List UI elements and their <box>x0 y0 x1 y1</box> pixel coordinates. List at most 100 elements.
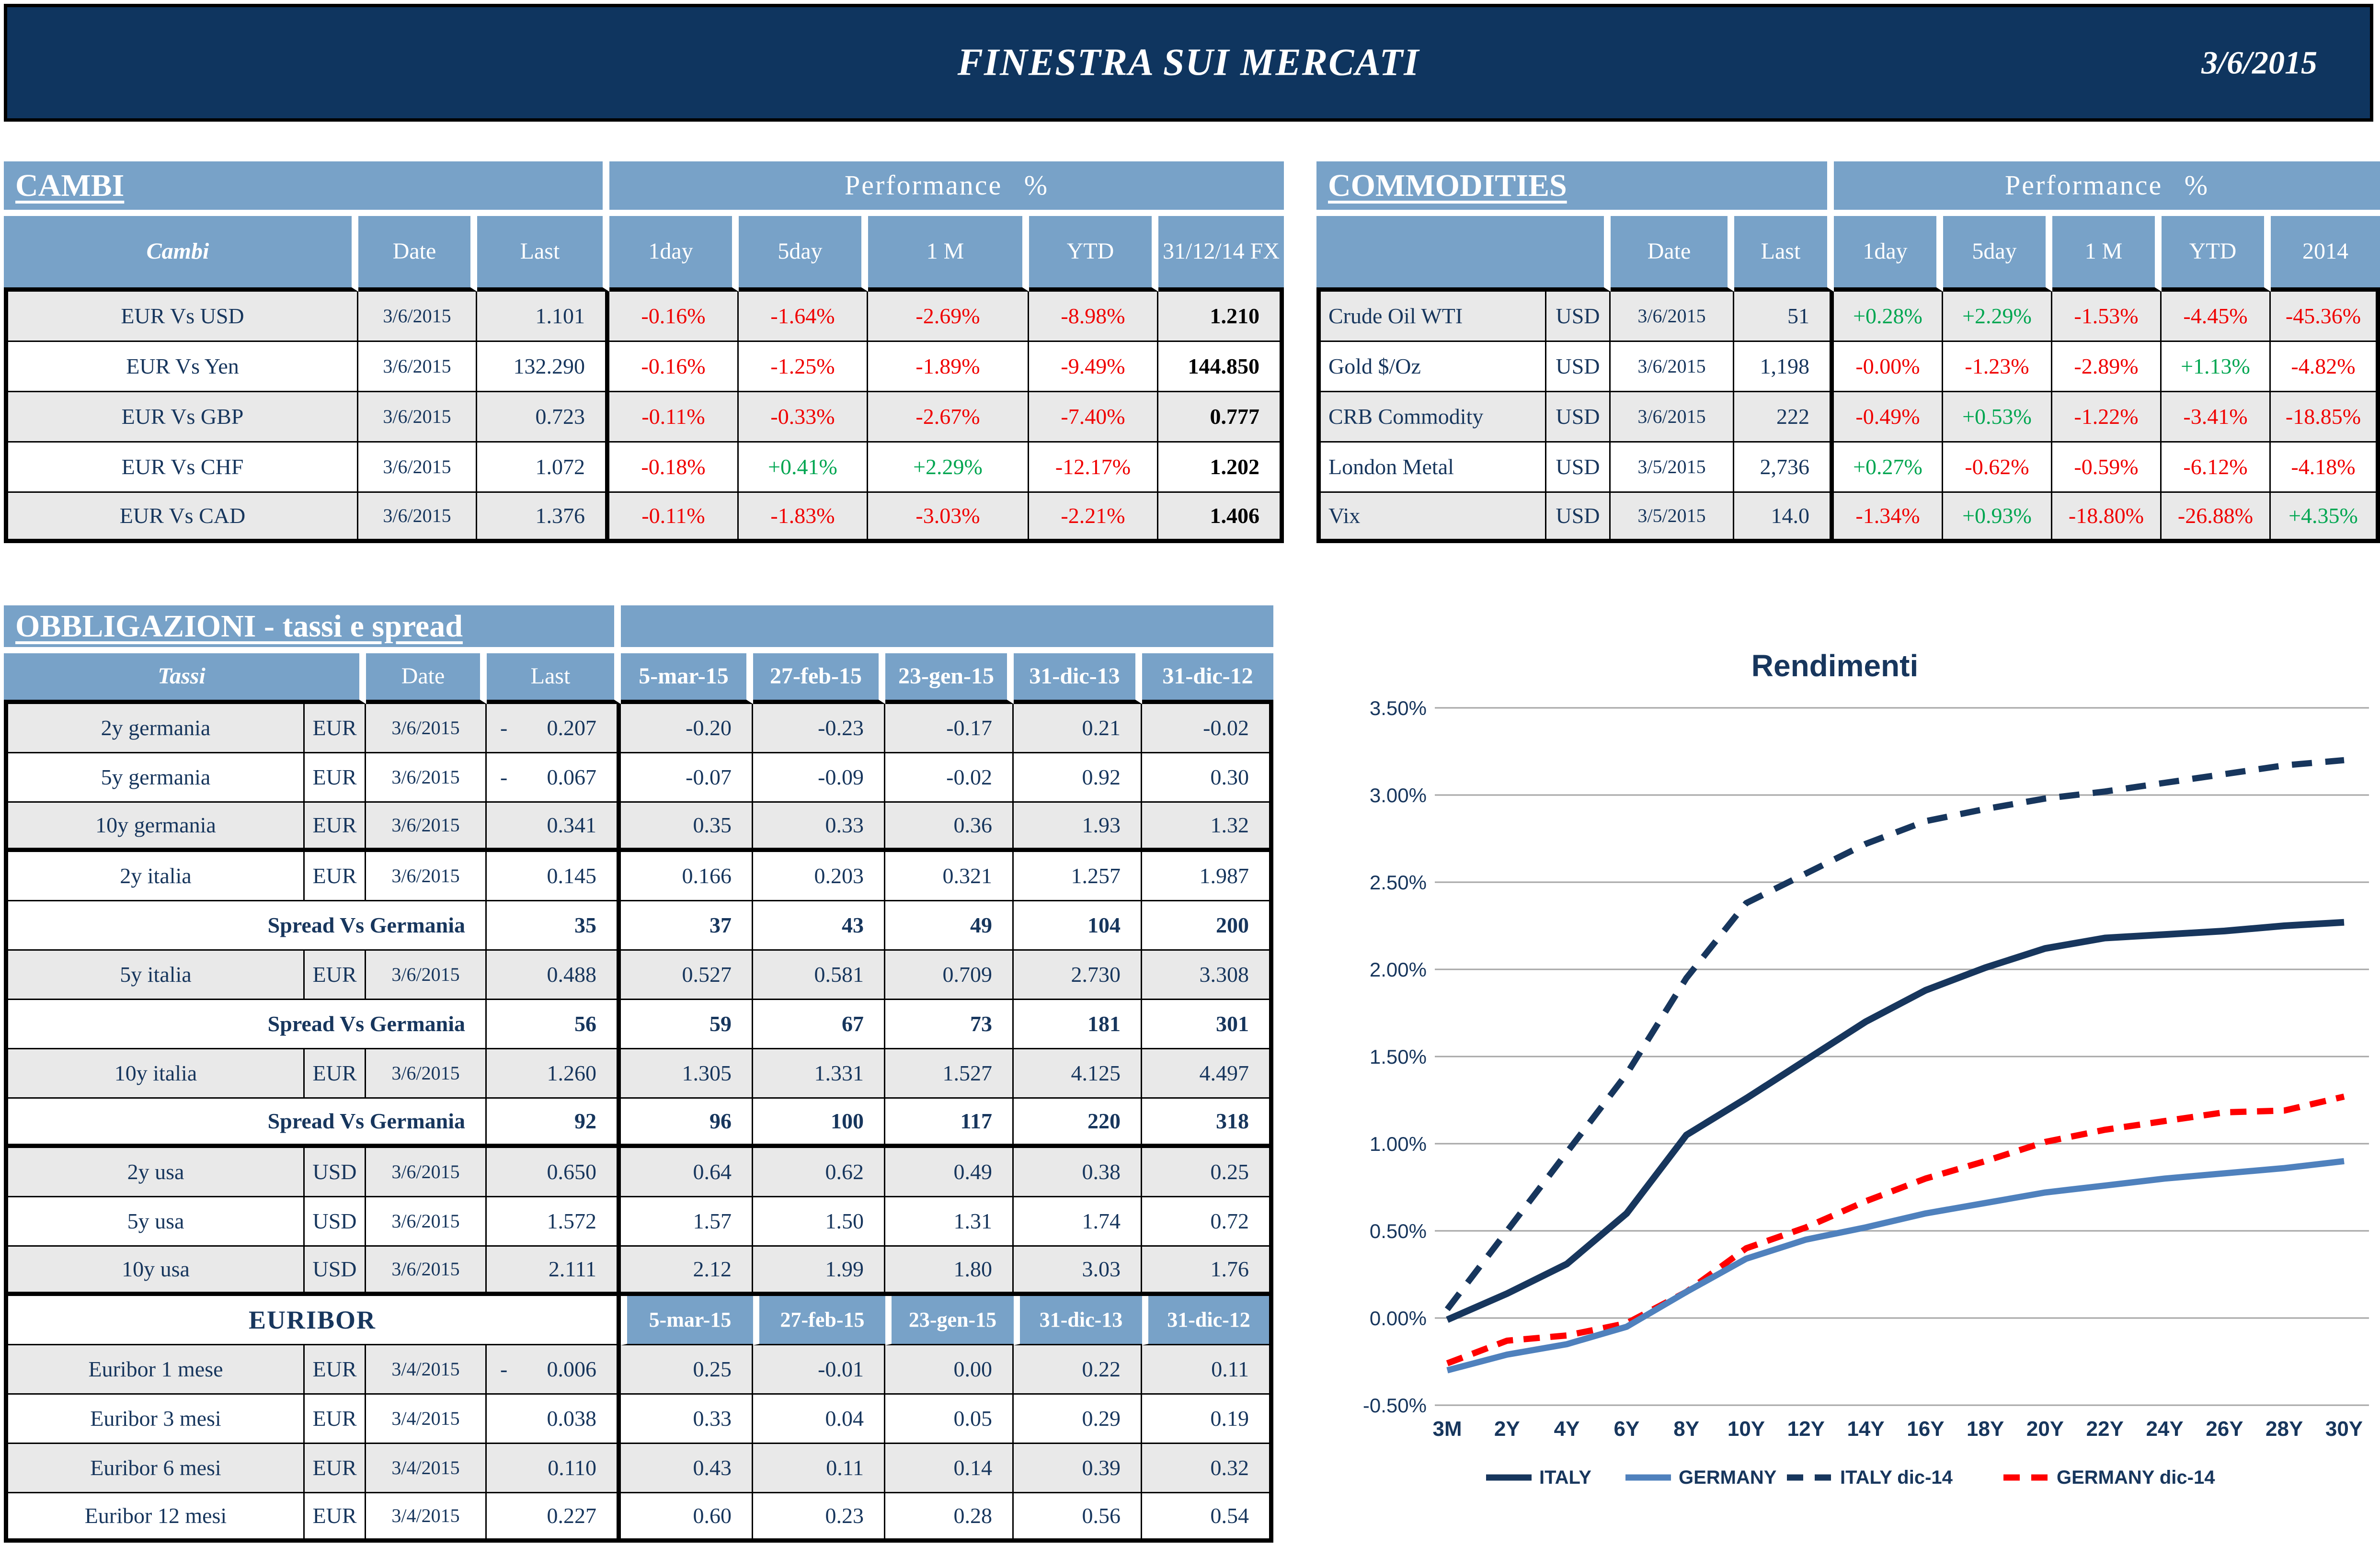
commodity-perf-value: -45.36% <box>2271 292 2380 342</box>
x-axis-tick-label: 26Y <box>2206 1417 2243 1441</box>
bond-row-currency: USD <box>305 1247 366 1296</box>
spread-history-value: 100 <box>753 1099 885 1148</box>
spread-row-label: Spread Vs Germania <box>4 1000 487 1049</box>
cambi-fx-value: 1.406 <box>1158 493 1284 543</box>
spread-history-value: 301 <box>1142 1000 1273 1049</box>
y-axis-tick-label: 1.00% <box>1370 1133 1427 1155</box>
bond-row-last: 0.341 <box>487 803 621 852</box>
bond-history-value: 0.72 <box>1142 1197 1273 1247</box>
bond-row-date: 3/6/2015 <box>366 803 487 852</box>
obbligazioni-col-3: 23-gen-15 <box>885 653 1014 704</box>
bond-history-value: 0.166 <box>621 852 753 901</box>
commodity-perf-value: -2.89% <box>2052 342 2162 392</box>
bond-history-value: 0.64 <box>621 1148 753 1197</box>
bond-history-value: -0.01 <box>753 1345 885 1395</box>
cambi-perf-value: -7.40% <box>1029 392 1158 443</box>
cambi-row-name: EUR Vs GBP <box>4 392 358 443</box>
cambi-section-title: CAMBI <box>4 161 609 216</box>
commodity-row-date: 3/5/2015 <box>1611 493 1734 543</box>
bond-row-name: 10y usa <box>4 1247 305 1296</box>
rendimenti-chart-svg: Rendimenti3.50%3.00%2.50%2.00%1.50%1.00%… <box>1317 599 2380 1544</box>
cambi-col-4: YTD <box>1029 216 1158 292</box>
y-axis-tick-label: 3.00% <box>1370 784 1427 807</box>
y-axis-tick-label: 3.50% <box>1370 697 1427 719</box>
spread-history-value: 67 <box>753 1000 885 1049</box>
commodity-perf-value: -18.85% <box>2271 392 2380 443</box>
commodity-perf-value: +0.27% <box>1834 443 1943 493</box>
cambi-row-date: 3/6/2015 <box>358 392 477 443</box>
bond-history-value: -0.09 <box>753 753 885 803</box>
bond-history-value: 0.321 <box>885 852 1014 901</box>
bond-history-value: 0.30 <box>1142 753 1273 803</box>
bond-history-value: 1.93 <box>1014 803 1142 852</box>
cambi-row-name: EUR Vs USD <box>4 292 358 342</box>
spread-history-value: 96 <box>621 1099 753 1148</box>
cambi-perf-value: -0.16% <box>609 292 739 342</box>
bond-history-value: 0.04 <box>753 1395 885 1444</box>
bond-history-value: 0.39 <box>1014 1444 1142 1493</box>
bond-row-last: 0.038 <box>487 1395 621 1444</box>
legend-label: GERMANY dic-14 <box>2057 1467 2215 1488</box>
bond-row-last: 0.110 <box>487 1444 621 1493</box>
bond-row-last: -0.207 <box>487 704 621 753</box>
y-axis-tick-label: 2.00% <box>1370 958 1427 981</box>
bond-history-value: 0.14 <box>885 1444 1014 1493</box>
y-axis-tick-label: -0.50% <box>1363 1394 1427 1417</box>
bond-history-value: 0.35 <box>621 803 753 852</box>
legend-label: ITALY dic-14 <box>1840 1467 1953 1488</box>
cambi-performance-header: Performance % <box>609 161 1284 216</box>
bond-history-value: 4.497 <box>1142 1049 1273 1099</box>
cambi-perf-value: -8.98% <box>1029 292 1158 342</box>
euribor-section-label: EURIBOR <box>4 1296 621 1345</box>
cambi-perf-value: -2.21% <box>1029 493 1158 543</box>
spread-history-value: 43 <box>753 901 885 951</box>
cambi-fx-value: 144.850 <box>1158 342 1284 392</box>
bond-history-value: 1.50 <box>753 1197 885 1247</box>
bond-row-currency: EUR <box>305 1444 366 1493</box>
commodity-perf-value: -0.00% <box>1834 342 1943 392</box>
x-axis-tick-label: 14Y <box>1847 1417 1884 1441</box>
commodity-perf-value: +2.29% <box>1943 292 2052 342</box>
commodity-row-currency: USD <box>1546 342 1611 392</box>
spread-history-value: 200 <box>1142 901 1273 951</box>
main-header: FINESTRA SUI MERCATI 3/6/2015 <box>4 4 2373 122</box>
legend-label: ITALY <box>1539 1467 1591 1488</box>
cambi-perf-value: -12.17% <box>1029 443 1158 493</box>
bond-row-last: -0.067 <box>487 753 621 803</box>
cambi-fx-value: 1.202 <box>1158 443 1284 493</box>
bond-row-last: 1.260 <box>487 1049 621 1099</box>
chart-title: Rendimenti <box>1751 648 1918 683</box>
commodity-perf-value: -1.22% <box>2052 392 2162 443</box>
bond-history-value: 1.76 <box>1142 1247 1273 1296</box>
y-axis-tick-label: 1.50% <box>1370 1046 1427 1068</box>
bond-row-currency: EUR <box>305 1395 366 1444</box>
bond-history-value: -0.07 <box>621 753 753 803</box>
bond-history-value: 1.99 <box>753 1247 885 1296</box>
commodity-row-last: 2,736 <box>1734 443 1834 493</box>
commodity-row-name: Vix <box>1316 493 1546 543</box>
bond-history-value: 1.74 <box>1014 1197 1142 1247</box>
y-axis-tick-label: 0.00% <box>1370 1307 1427 1330</box>
bond-row-date: 3/4/2015 <box>366 1444 487 1493</box>
x-axis-tick-label: 3M <box>1432 1417 1462 1441</box>
cambi-perf-value: -3.03% <box>868 493 1029 543</box>
bond-history-value: 1.527 <box>885 1049 1014 1099</box>
bond-history-value: 0.33 <box>621 1395 753 1444</box>
bond-row-name: 2y germania <box>4 704 305 753</box>
cambi-col-last: Last <box>477 216 609 292</box>
cambi-perf-value: -9.49% <box>1029 342 1158 392</box>
bond-history-value: 0.32 <box>1142 1444 1273 1493</box>
obbligazioni-col-date: Date <box>366 653 487 704</box>
bond-history-value: 0.28 <box>885 1493 1014 1543</box>
commodities-col-5: 2014 <box>2271 216 2380 292</box>
cambi-col-3: 1 M <box>868 216 1029 292</box>
commodity-perf-value: +4.35% <box>2271 493 2380 543</box>
cambi-col-5: 31/12/14 FX <box>1158 216 1284 292</box>
commodity-row-currency: USD <box>1546 493 1611 543</box>
bond-history-value: 1.987 <box>1142 852 1273 901</box>
commodity-row-last: 222 <box>1734 392 1834 443</box>
bond-history-value: 1.80 <box>885 1247 1014 1296</box>
x-axis-tick-label: 10Y <box>1728 1417 1765 1441</box>
cambi-fx-value: 1.210 <box>1158 292 1284 342</box>
